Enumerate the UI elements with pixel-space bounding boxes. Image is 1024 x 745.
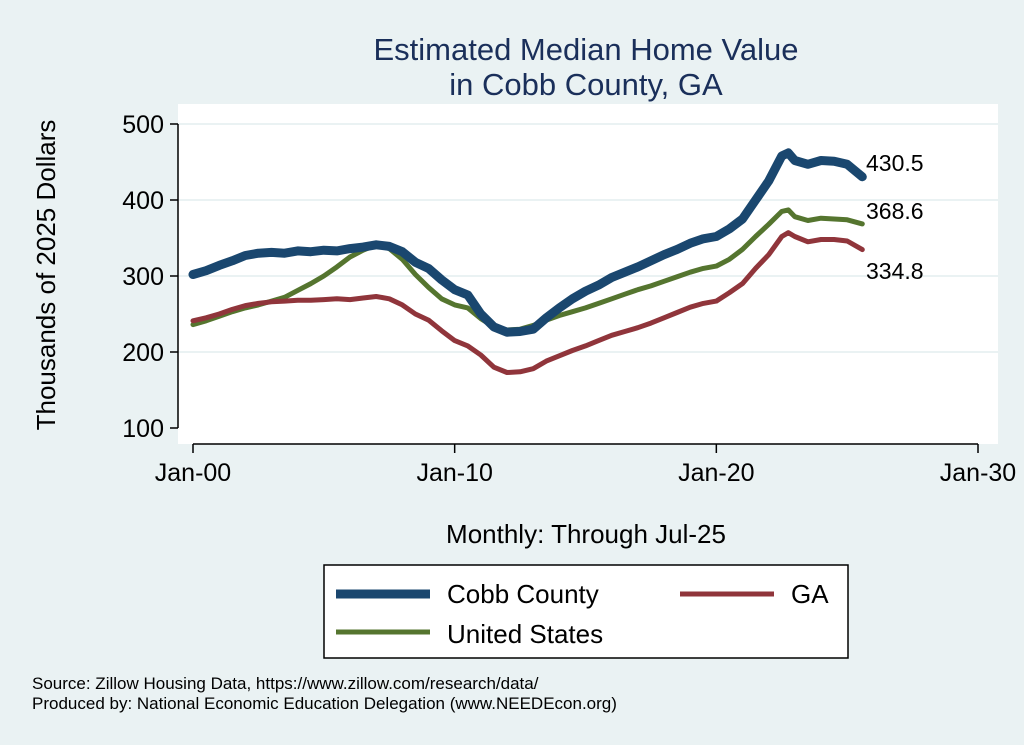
legend-item-ga: GA (680, 579, 829, 609)
end-label-united-states: 368.6 (866, 198, 924, 224)
y-axis-title: Thousands of 2025 Dollars (31, 120, 61, 431)
gridlines (178, 123, 998, 353)
legend-box (323, 564, 849, 659)
produced-by-note: Produced by: National Economic Education… (32, 694, 617, 713)
legend-item-us: United States (336, 619, 603, 649)
y-tick-label: 400 (122, 187, 164, 215)
chart-title-line-1: Estimated Median Home Value (373, 32, 798, 67)
legend-label-ga: GA (791, 579, 829, 609)
legend-label-us: United States (447, 619, 603, 649)
legend-label-cobb: Cobb County (447, 579, 599, 609)
plot-area (178, 104, 998, 444)
y-tick-label: 300 (122, 263, 164, 291)
source-note: Source: Zillow Housing Data, https://www… (32, 674, 539, 693)
legend-item-cobb: Cobb County (336, 579, 599, 609)
series-lines (188, 148, 867, 375)
series-line-cobb-county (188, 148, 867, 337)
x-tick-label: Jan-10 (416, 459, 492, 487)
x-axis-title: Monthly: Through Jul-25 (446, 519, 726, 549)
end-label-ga: 334.8 (866, 258, 924, 284)
x-tick-label: Jan-00 (155, 459, 231, 487)
axes: 100 200 300 400 500 Jan-00 Jan-10 Jan-20 Jan-30 (122, 111, 1016, 487)
y-tick-label: 100 (122, 415, 164, 443)
end-labels: 430.5 334.8 368.6 (866, 150, 924, 284)
series-line-ga (190, 230, 865, 375)
chart-title-line-2: in Cobb County, GA (449, 67, 723, 102)
x-tick-label: Jan-20 (678, 459, 754, 487)
x-tick-label: Jan-30 (940, 459, 1016, 487)
y-tick-label: 500 (122, 111, 164, 139)
y-tick-label: 200 (122, 339, 164, 367)
end-label-cobb-county: 430.5 (866, 150, 924, 176)
